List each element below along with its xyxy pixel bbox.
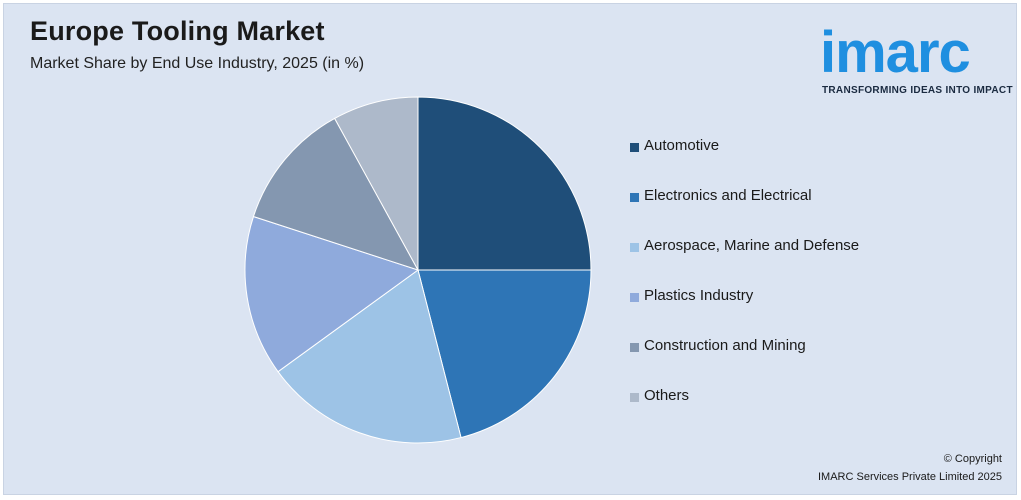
- legend-item: Others: [630, 387, 859, 437]
- legend-label: Plastics Industry: [644, 287, 754, 304]
- pie-slice-automotive: [417, 96, 592, 271]
- pie-slice-others: [333, 96, 419, 271]
- legend-item: Plastics Industry: [630, 287, 859, 337]
- copyright-notice: © Copyright IMARC Services Private Limit…: [818, 450, 1002, 486]
- chart-legend: Automotive Electronics and Electrical Aero…: [630, 137, 859, 437]
- legend-swatch: [630, 293, 639, 302]
- legend-label: Electronics and Electrical: [644, 187, 812, 204]
- legend-label: Others: [644, 387, 690, 404]
- pie-slice-aerospace-marine-and-defense: [277, 269, 462, 444]
- pie-slice-plastics-industry: [244, 215, 420, 373]
- legend-swatch: [630, 243, 639, 252]
- imarc-logo: imarc TRANSFORMING IDEAS INTO IMPACT: [816, 14, 1016, 104]
- legend-item: Electronics and Electrical: [630, 187, 859, 237]
- legend-swatch: [630, 143, 639, 152]
- copyright-line-1: © Copyright: [943, 453, 1002, 465]
- legend-label: Construction and Mining: [644, 337, 806, 354]
- legend-item: Construction and Mining: [630, 337, 859, 387]
- pie-slice-construction-and-mining: [252, 117, 420, 271]
- legend-label: Automotive: [644, 137, 720, 154]
- logo-wordmark: imarc: [820, 20, 971, 85]
- pie-chart: [244, 96, 592, 444]
- legend-swatch: [630, 393, 639, 402]
- legend-swatch: [630, 193, 639, 202]
- chart-frame: Europe Tooling Market Market Share by En…: [3, 3, 1017, 495]
- logo-tagline: TRANSFORMING IDEAS INTO IMPACT: [822, 85, 1013, 96]
- copyright-line-2: IMARC Services Private Limited 2025: [817, 471, 1002, 483]
- legend-swatch: [630, 343, 639, 352]
- pie-slice-electronics-and-electrical: [417, 269, 592, 439]
- chart-subtitle: Market Share by End Use Industry, 2025 (…: [30, 55, 365, 72]
- chart-title: Europe Tooling Market: [30, 16, 325, 46]
- legend-label: Aerospace, Marine and Defense: [644, 237, 860, 254]
- legend-item: Aerospace, Marine and Defense: [630, 237, 859, 287]
- legend-item: Automotive: [630, 137, 859, 187]
